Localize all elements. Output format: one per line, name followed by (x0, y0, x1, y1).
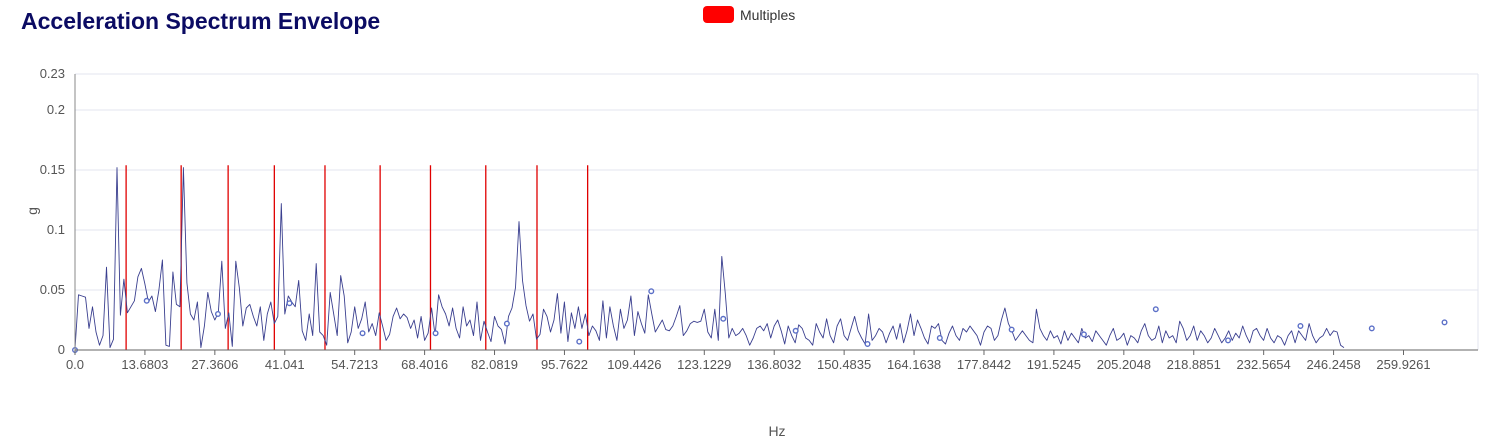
data-point (576, 338, 583, 345)
x-tick-label: 150.4835 (817, 357, 871, 372)
data-point (1297, 323, 1304, 330)
legend[interactable]: Multiples (703, 6, 795, 23)
x-tick-label: 123.1229 (677, 357, 731, 372)
y-tick-label: 0.2 (47, 102, 65, 117)
x-tick-label: 232.5654 (1237, 357, 1291, 372)
x-tick-label: 259.9261 (1376, 357, 1430, 372)
data-point (864, 341, 871, 348)
x-tick-label: 218.8851 (1167, 357, 1221, 372)
x-tick-label: 177.8442 (957, 357, 1011, 372)
data-point (1368, 325, 1375, 332)
data-point (1441, 319, 1448, 326)
data-point (143, 297, 150, 304)
data-point (648, 288, 655, 295)
y-tick-label: 0 (58, 342, 65, 357)
x-tick-label: 41.041 (265, 357, 305, 372)
legend-swatch-multiples[interactable] (703, 6, 734, 23)
data-point (1080, 331, 1087, 338)
series-line-group (74, 167, 1345, 349)
data-point (1152, 306, 1159, 313)
y-tick-label: 0.1 (47, 222, 65, 237)
x-tick-label: 82.0819 (471, 357, 518, 372)
series-markers (71, 288, 1448, 354)
x-tick-label: 95.7622 (541, 357, 588, 372)
x-tick-label: 13.6803 (121, 357, 168, 372)
x-tick-label: 191.5245 (1027, 357, 1081, 372)
x-tick-label: 0.0 (66, 357, 84, 372)
data-point (503, 320, 510, 327)
data-point (286, 300, 293, 307)
data-point (936, 335, 943, 342)
y-tick-label: 0.23 (40, 66, 65, 81)
data-point (359, 330, 366, 337)
x-tick-label: 109.4426 (607, 357, 661, 372)
x-tick-label: 54.7213 (331, 357, 378, 372)
x-tick-label: 27.3606 (191, 357, 238, 372)
y-tick-labels: 0 0.05 0.1 0.15 0.2 0.23 (40, 66, 65, 357)
x-tick-label: 68.4016 (401, 357, 448, 372)
x-tick-label: 164.1638 (887, 357, 941, 372)
axes (74, 74, 1479, 355)
data-point (1008, 326, 1015, 333)
x-tick-label: 246.2458 (1306, 357, 1360, 372)
legend-label-multiples[interactable]: Multiples (740, 6, 796, 23)
data-point (214, 311, 221, 318)
y-tick-label: 0.05 (40, 282, 65, 297)
y-axis-label: g (24, 207, 40, 215)
x-tick-labels: 0.0 13.6803 27.3606 41.041 54.7213 68.4016 82.… (66, 357, 1431, 372)
y-tick-label: 0.15 (40, 162, 65, 177)
x-axis-label: Hz (768, 423, 785, 437)
data-point (720, 315, 727, 322)
x-tick-label: 205.2048 (1097, 357, 1151, 372)
data-point (1225, 337, 1232, 344)
chart-title: Acceleration Spectrum Envelope (21, 8, 381, 34)
data-point (792, 327, 799, 334)
data-point (432, 330, 439, 337)
series-line (74, 167, 1345, 349)
x-tick-label: 136.8032 (747, 357, 801, 372)
